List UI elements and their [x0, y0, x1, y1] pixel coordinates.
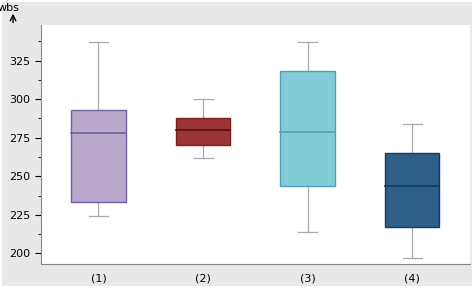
Bar — [281, 71, 335, 185]
Bar — [176, 118, 230, 145]
Bar — [71, 110, 126, 202]
Text: wbs: wbs — [0, 3, 20, 13]
Bar — [385, 153, 439, 227]
